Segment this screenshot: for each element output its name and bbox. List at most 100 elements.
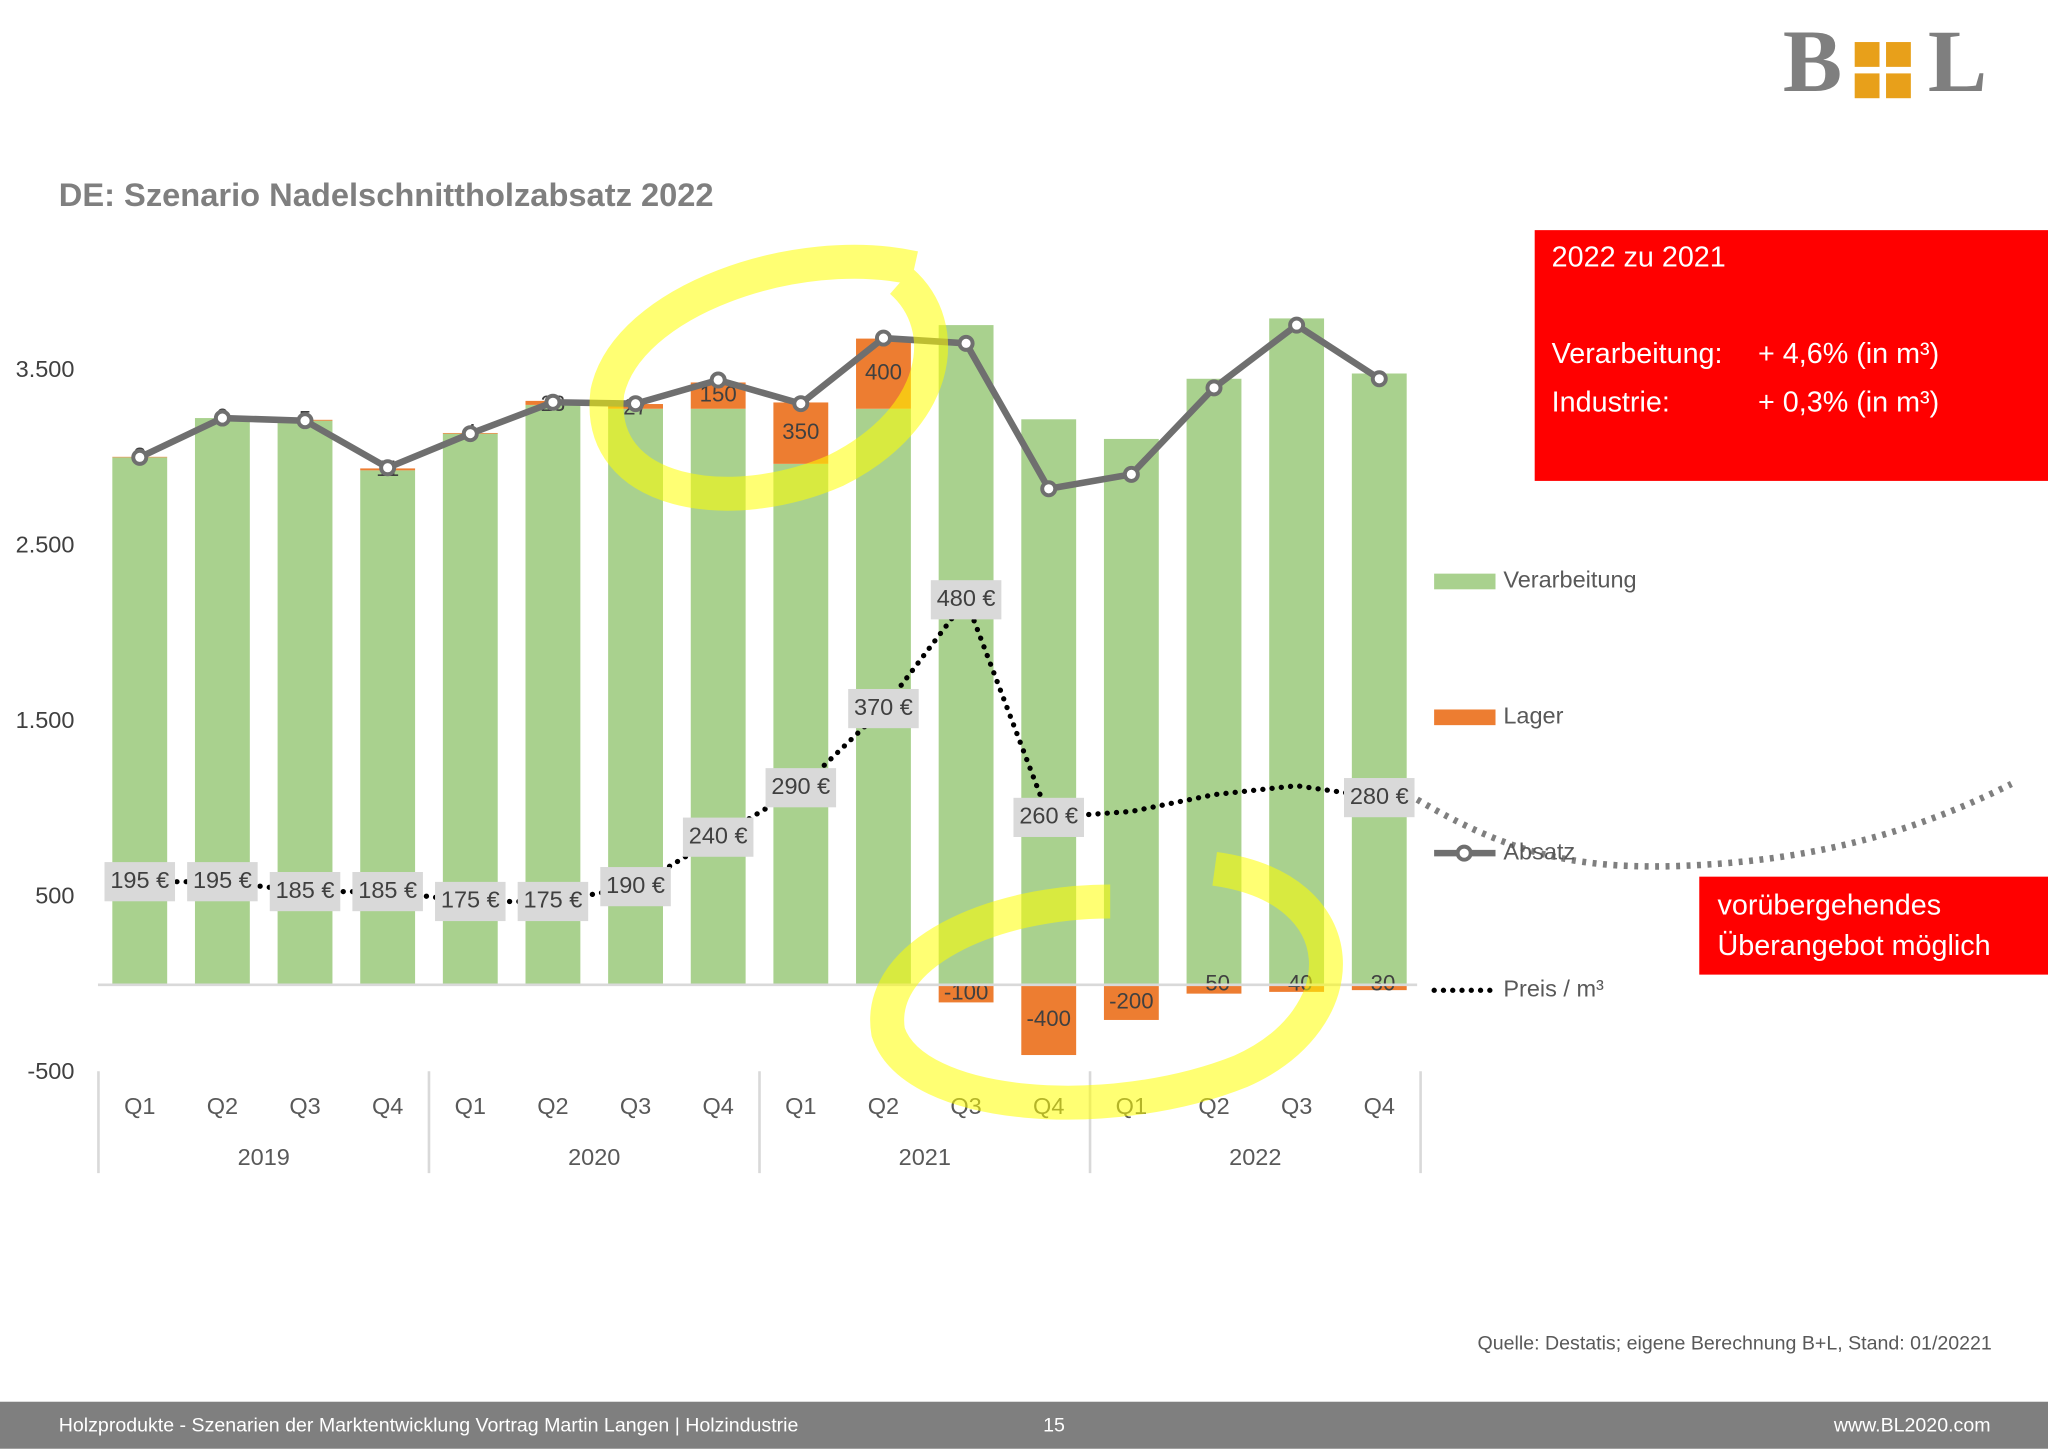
logo-l: L [1928,13,1987,111]
price-label-box [517,881,589,922]
bar-segment [773,463,829,985]
y-tick-label: 2.500 [16,532,75,558]
legend-label: Absatz [1503,838,1575,864]
page-number: 15 [1043,1415,1065,1437]
x-tick-label: Q1 [455,1093,486,1119]
bar-segment [112,457,168,985]
legend-label: Verarbeitung [1503,567,1636,593]
price-label: 185 € [276,877,335,903]
data-label: -400 [1027,1006,1071,1031]
source: Quelle: Destatis; eigene Berechnung B+L,… [1478,1332,1992,1354]
year-label: 2019 [238,1144,290,1170]
data-label: -100 [944,979,988,1004]
bar-segment [1351,984,1407,991]
data-label: 400 [865,360,902,385]
year-label: 2021 [899,1144,951,1170]
x-tick-label: Q2 [868,1093,899,1119]
x-tick-label: Q1 [124,1093,155,1119]
footer-text: Holzprodukte - Szenarien der Marktentwic… [59,1415,799,1437]
price-label: 480 € [937,585,996,611]
bar-segment [1351,373,1407,985]
sales-marker [1122,465,1140,483]
price-label: 195 € [193,867,252,893]
price-label-box [930,580,1002,620]
x-tick-label: Q3 [289,1093,320,1119]
bar-segment [938,325,994,985]
logo-b: B [1783,13,1842,111]
summary-title: 2022 zu 2021 [1552,241,1726,273]
price-label-box [600,867,671,907]
note-box [1699,876,2048,975]
legend-label: Lager [1503,703,1563,729]
summary-box [1534,230,2048,481]
summary-label: Verarbeitung: [1552,338,1723,370]
price-label: 370 € [854,694,913,720]
bar-segment [773,402,829,464]
footer-bar [0,1401,2048,1449]
plot: 3.5002.5001.500500-500305114232715035040… [16,316,1637,1174]
footer-url: www.BL2020.com [1833,1415,1991,1437]
price-label: 185 € [358,877,417,903]
sales-marker [627,395,645,413]
highlights [589,244,1343,1120]
price-label-box [1013,797,1084,837]
price-label-box [435,881,506,922]
legend-swatch [1434,573,1496,590]
sales-marker [874,329,892,347]
sales-marker [213,409,231,427]
year-label: 2022 [1229,1144,1281,1170]
logo-squares [1854,42,1911,99]
note-text: vorübergehendes [1718,889,1942,921]
price-label-box [682,817,754,857]
x-tick-label: Q3 [620,1093,651,1119]
sales-marker [1370,370,1388,388]
x-tick-label: Q2 [207,1093,238,1119]
x-tick-label: Q2 [537,1093,568,1119]
summary-value: + 0,3% (in m³) [1758,386,1939,418]
summary-label: Industrie: [1552,386,1670,418]
price-label: 280 € [1350,783,1409,809]
summary-value: + 4,6% (in m³) [1758,338,1939,370]
y-tick-label: 3.500 [16,356,75,382]
price-label: 260 € [1019,803,1078,829]
price-label-box [269,871,341,912]
price-label-box [1344,778,1415,818]
price-label: 175 € [441,887,500,913]
legend-label: Preis / m³ [1503,975,1604,1001]
x-tick-label: Q4 [703,1093,734,1119]
y-tick-label: -500 [27,1058,74,1084]
sales-marker [1288,316,1306,334]
sales-marker [1040,480,1058,498]
sales-marker [1205,379,1223,397]
price-label: 290 € [771,773,830,799]
bar-segment [1186,984,1242,994]
price-label-box [352,871,423,912]
x-tick-label: Q3 [1281,1093,1312,1119]
bar-segment [1186,378,1242,985]
sales-marker [131,448,149,466]
bar-segment [1103,438,1159,985]
price-label-box [187,862,258,902]
x-tick-label: Q4 [1364,1093,1395,1119]
legend-swatch [1434,709,1496,726]
highlight-circle [870,852,1343,1120]
sales-marker [957,334,975,352]
x-tick-label: Q1 [785,1093,816,1119]
sales-marker [379,459,397,477]
bar-segment [1021,984,1077,1056]
data-label: 350 [782,419,819,444]
price-label: 190 € [606,872,665,898]
data-label: -50 [1198,971,1230,996]
sales-marker [792,395,810,413]
y-tick-label: 1.500 [16,707,75,733]
chart-title: DE: Szenario Nadelschnittholzabsatz 2022 [59,176,714,213]
sales-marker [544,393,562,411]
price-line [137,594,1382,905]
price-label-box [765,768,837,808]
legend-swatch [1455,844,1473,862]
year-label: 2020 [568,1144,620,1170]
price-label: 175 € [524,887,583,913]
price-label: 195 € [110,867,169,893]
